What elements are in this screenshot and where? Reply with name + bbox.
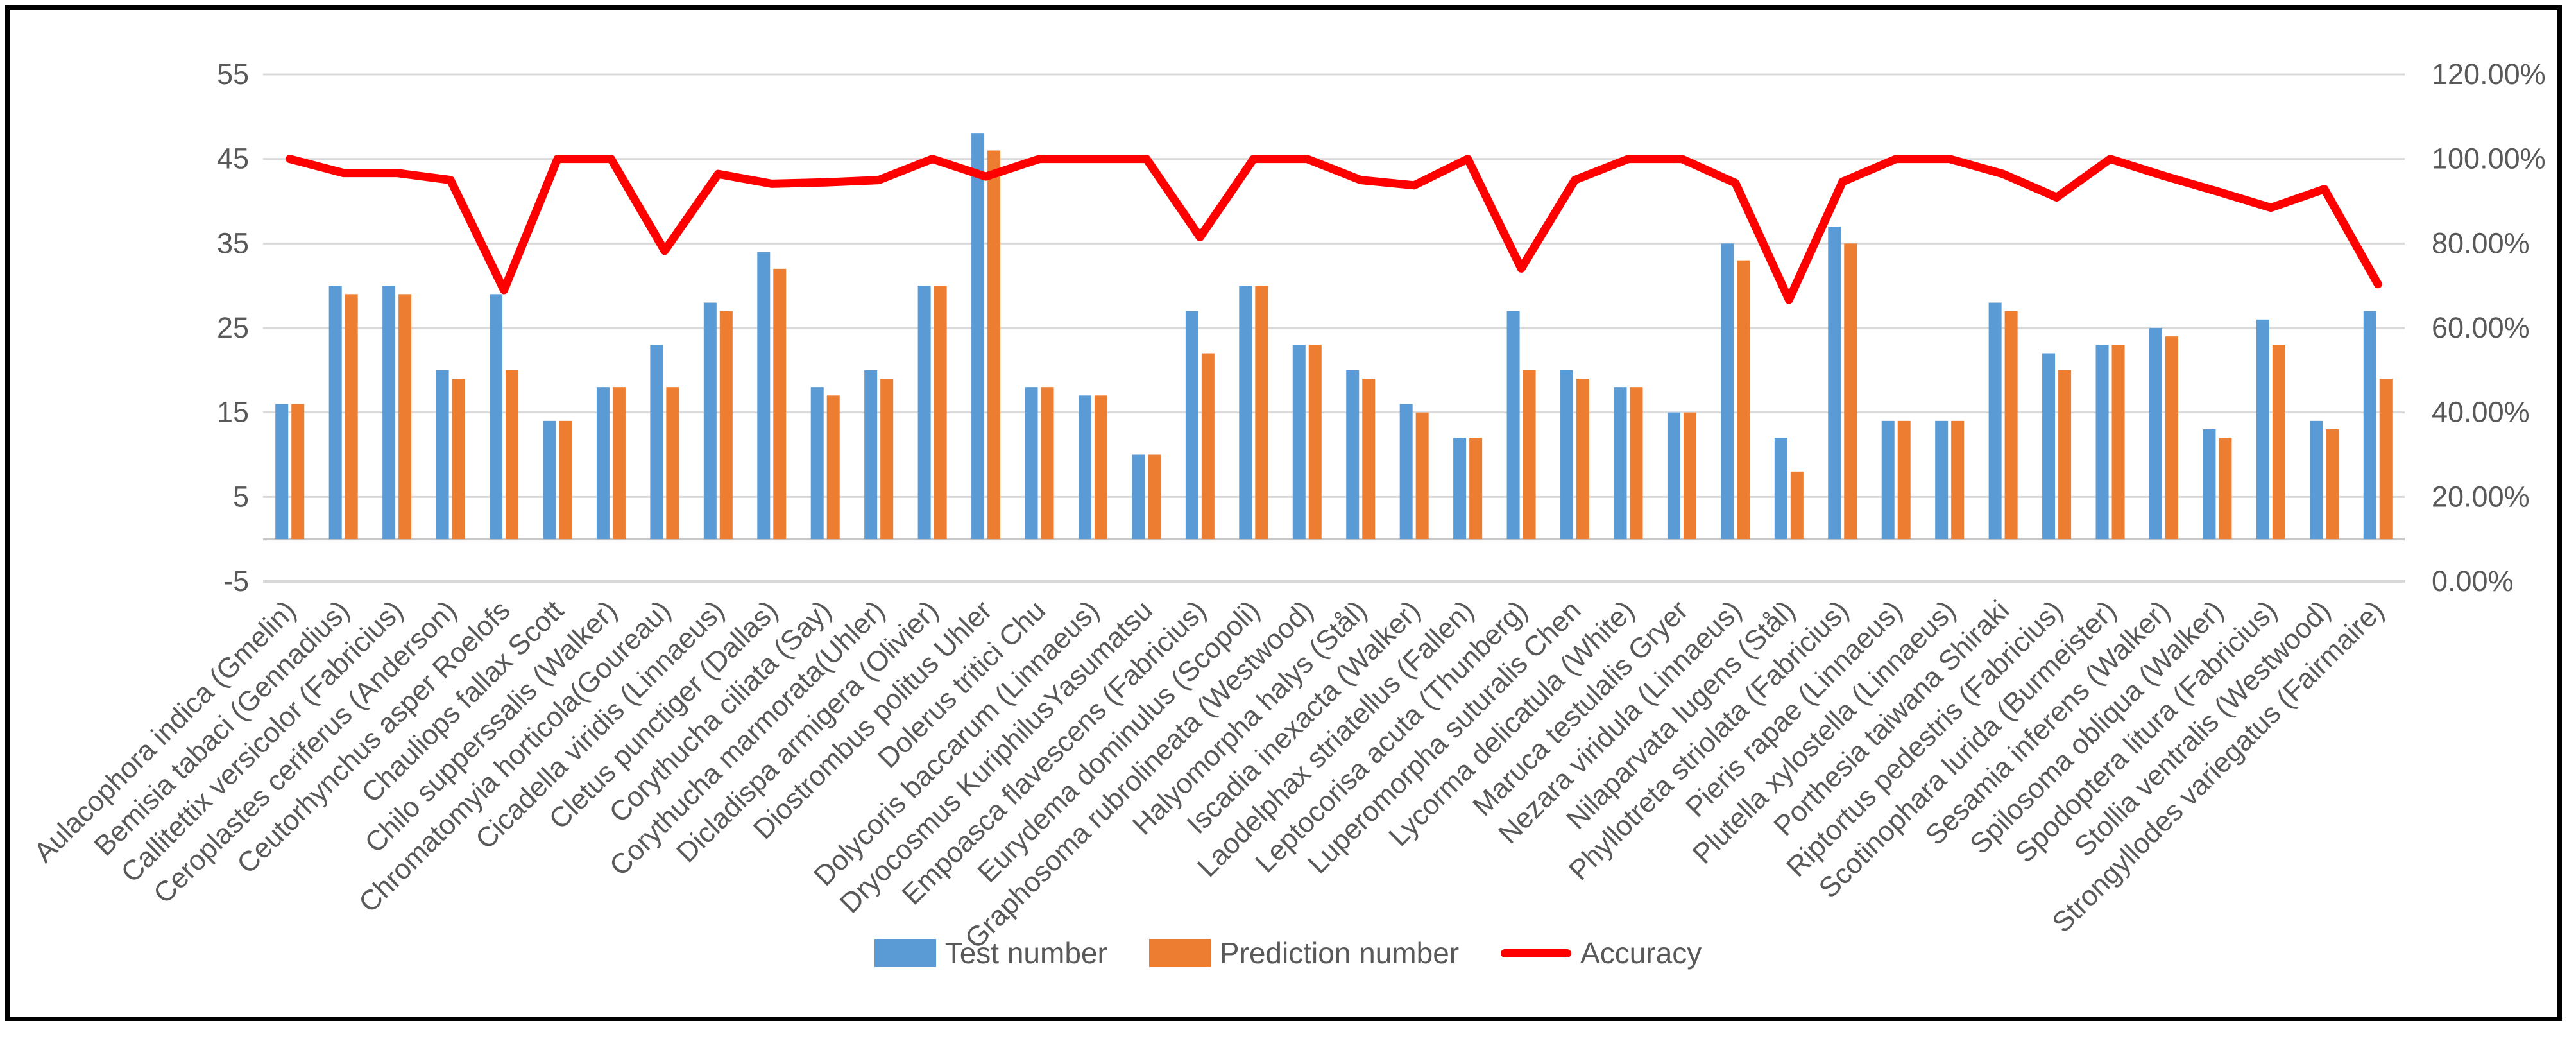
svg-text:0.00%: 0.00% bbox=[2432, 565, 2514, 597]
svg-text:25: 25 bbox=[217, 311, 249, 344]
accuracy-line bbox=[286, 155, 2382, 304]
svg-text:15: 15 bbox=[217, 396, 249, 429]
svg-text:120.00%: 120.00% bbox=[2432, 58, 2546, 90]
svg-text:55: 55 bbox=[217, 58, 249, 90]
svg-text:20.00%: 20.00% bbox=[2432, 480, 2530, 513]
svg-text:45: 45 bbox=[217, 142, 249, 175]
category-labels: Aulacophora indica (Gmelin)Bemisia tabac… bbox=[28, 594, 2391, 955]
right-axis-labels: 0.00% 20.00% 40.00% 60.00% 80.00% 100.00% 120.… bbox=[2432, 58, 2546, 597]
svg-text:35: 35 bbox=[217, 227, 249, 259]
svg-text:60.00%: 60.00% bbox=[2432, 311, 2530, 344]
svg-text:5: 5 bbox=[233, 480, 249, 513]
gridlines bbox=[263, 73, 2405, 583]
bars-prediction-number bbox=[291, 150, 2393, 540]
bars-test-number bbox=[275, 133, 2376, 540]
svg-text:80.00%: 80.00% bbox=[2432, 227, 2530, 259]
svg-text:-5: -5 bbox=[223, 565, 249, 597]
left-axis-labels: -5 5 15 25 35 45 55 bbox=[217, 58, 249, 597]
svg-text:40.00%: 40.00% bbox=[2432, 396, 2530, 429]
svg-text:100.00%: 100.00% bbox=[2432, 142, 2546, 175]
